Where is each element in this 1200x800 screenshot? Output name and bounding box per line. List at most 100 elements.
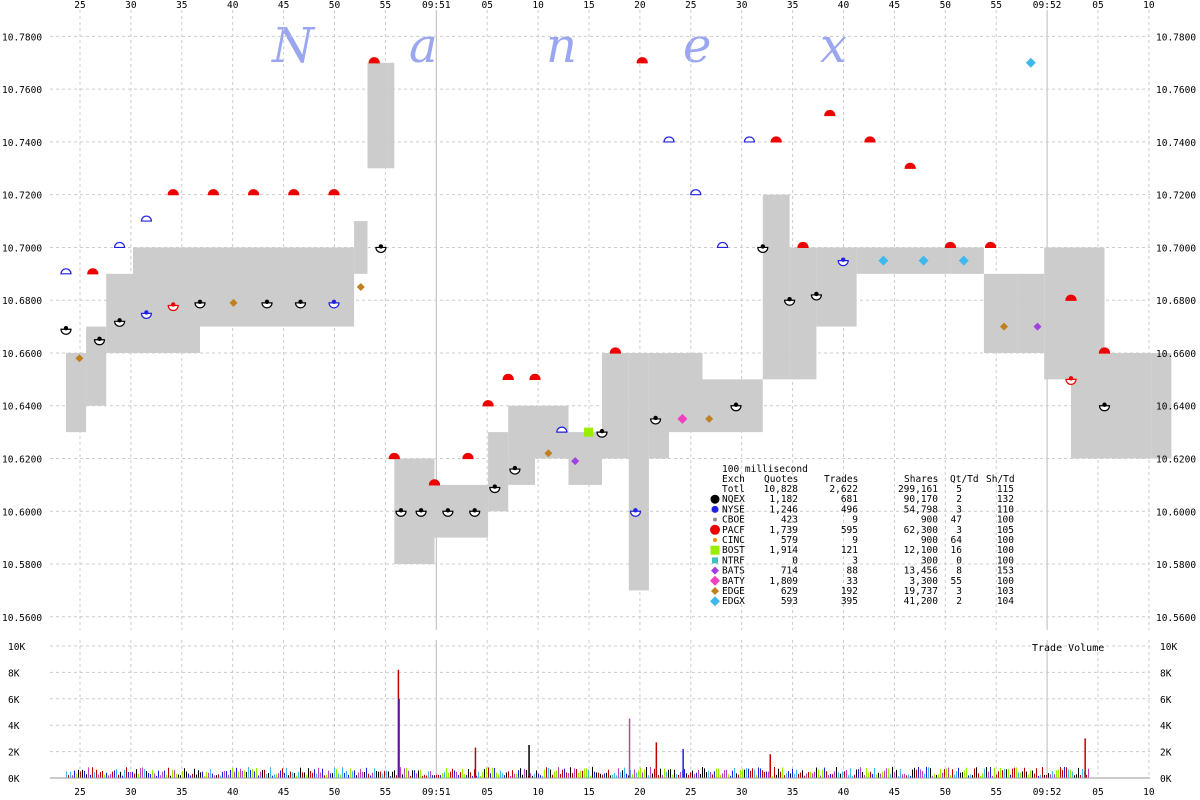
volume-bar — [740, 770, 741, 778]
volume-bar — [1086, 774, 1087, 778]
x-tick-label: 45 — [889, 0, 900, 11]
x-tick-label: 35 — [787, 0, 798, 11]
volume-bar — [602, 774, 603, 778]
volume-bar — [448, 772, 449, 778]
volume-bar — [962, 772, 963, 778]
legend-row-pacf: PACF 1,739 595 62,300 3 105 — [710, 524, 1014, 536]
volume-bar — [244, 770, 245, 778]
volume-bar — [764, 771, 765, 778]
volume-bar — [212, 773, 213, 778]
volume-bar — [992, 775, 993, 778]
volume-bar — [584, 768, 585, 778]
ask-marker — [824, 110, 836, 117]
volume-bar — [564, 768, 565, 778]
volume-bar — [878, 772, 879, 778]
volume-bar — [756, 775, 757, 778]
volume-bar — [418, 770, 419, 778]
volume-bar — [870, 771, 871, 778]
volume-bar — [788, 770, 789, 778]
x-tick-label: 05 — [1092, 0, 1103, 11]
volume-bar — [884, 770, 885, 778]
volume-bar — [1034, 773, 1035, 778]
nbbo-segment — [166, 247, 200, 353]
volume-bar — [832, 774, 833, 778]
legend-swatch-cboe — [713, 517, 717, 522]
x-tick-label: 09:52 — [1033, 787, 1062, 798]
volume-spike — [628, 718, 631, 778]
volume-bar — [490, 773, 491, 778]
volume-bar — [124, 769, 125, 778]
volume-bar — [1074, 775, 1075, 778]
volume-bar — [412, 770, 413, 778]
legend-row-baty: BATY 1,809 33 3,300 55 100 — [710, 575, 1014, 587]
volume-bar — [252, 769, 253, 778]
legend-qttd: 5 — [956, 484, 962, 495]
volume-bar — [898, 775, 899, 778]
ask-marker — [864, 136, 876, 143]
legend-col-qttd: Qt/Td — [950, 474, 979, 485]
x-tick-label: 20 — [634, 0, 646, 11]
legend-shares: 90,170 — [904, 494, 939, 505]
volume-bar — [292, 772, 293, 778]
volume-bar — [274, 774, 275, 778]
price-tick-label: 10.6800 — [2, 296, 42, 307]
volume-bar — [266, 774, 267, 778]
volume-bar — [116, 769, 117, 778]
x-tick-label: 25 — [685, 787, 696, 798]
bid-marker — [194, 299, 206, 309]
volume-bar — [854, 774, 855, 778]
x-tick-label: 50 — [329, 787, 341, 798]
volume-bar — [492, 767, 493, 778]
quote-markers — [60, 57, 1111, 517]
volume-bar — [424, 774, 425, 778]
volume-bar — [470, 772, 471, 778]
volume-bar — [622, 770, 623, 778]
volume-bar — [932, 775, 933, 778]
x-tick-label: 50 — [940, 787, 952, 798]
bid-marker — [75, 354, 84, 363]
legend-trades: 88 — [847, 566, 859, 577]
volume-bar — [822, 769, 823, 778]
legend-trades: 496 — [841, 504, 858, 515]
volume-tick-label: 2K — [1160, 748, 1172, 759]
volume-bar — [560, 773, 561, 778]
legend-shtd: 100 — [997, 515, 1014, 526]
volume-bar — [542, 775, 543, 778]
volume-bar — [800, 772, 801, 778]
legend-shtd: 100 — [997, 555, 1014, 566]
legend-header: 100 millisecond — [722, 464, 808, 475]
volume-bar — [110, 773, 111, 778]
volume-bar — [640, 767, 641, 778]
x-tick-label: 09:51 — [422, 0, 451, 11]
volume-bar — [816, 767, 817, 778]
volume-bar — [402, 774, 403, 778]
bid-marker — [328, 299, 340, 309]
volume-bar — [1040, 774, 1041, 778]
volume-bar — [228, 774, 229, 778]
volume-bar — [494, 768, 495, 778]
bid-marker — [469, 508, 481, 517]
legend-row-nyse: NYSE 1,246 496 54,798 3 110 — [711, 504, 1014, 515]
volume-bar — [426, 775, 427, 778]
volume-bar — [710, 772, 711, 778]
volume-bar — [776, 774, 777, 778]
ask-marker — [770, 136, 782, 143]
volume-bar — [574, 768, 575, 778]
volume-bar — [500, 770, 501, 778]
legend-exch: EDGE — [722, 586, 745, 597]
nbbo-segment — [628, 352, 649, 591]
volume-bar — [156, 775, 157, 778]
volume-bar — [648, 775, 649, 778]
x-tick-label: 30 — [736, 0, 748, 11]
volume-bar — [172, 769, 173, 778]
nbbo-segment — [488, 432, 509, 512]
price-tick-label: 10.5600 — [1156, 613, 1196, 624]
volume-bar — [388, 771, 389, 778]
volume-bar — [478, 771, 479, 778]
bid-marker — [1033, 322, 1042, 331]
volume-bar — [912, 769, 913, 778]
nbbo-segment — [762, 194, 790, 380]
legend-swatch-pacf — [710, 524, 720, 535]
x-tick-label: 55 — [990, 787, 1001, 798]
bid-marker — [415, 508, 427, 517]
